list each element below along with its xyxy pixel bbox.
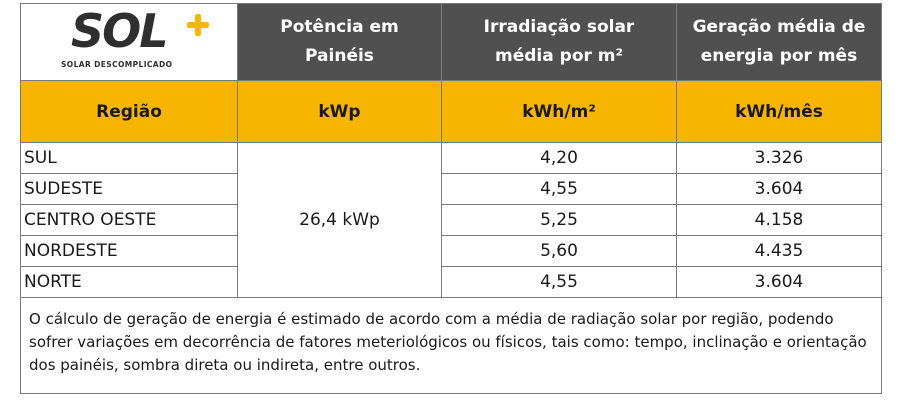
generation-cell: 4.158 [676,204,882,236]
region-cell: SUDESTE [20,173,238,205]
region-cell: CENTRO OESTE [20,204,238,236]
header-row: SOL SOLAR DESCOMPLICADO Potência em Pain… [20,3,882,81]
header-irradiation-line1: Irradiação solar [483,17,635,37]
header-generation-line1: Geração média de [692,17,866,37]
note-row: O cálculo de geração de energia é estima… [20,297,882,394]
irradiation-cell: 5,60 [441,235,677,267]
logo-wordmark: SOL [71,4,169,58]
irradiation-cell: 4,55 [441,173,677,205]
irradiation-cell: 4,55 [441,266,677,298]
generation-cell: 3.604 [676,266,882,298]
generation-cell: 4.435 [676,235,882,267]
generation-cell: 3.604 [676,173,882,205]
table-row: SUL 26,4 kWp 4,20 3.326 [20,142,882,298]
generation-cell: 3.326 [676,142,882,174]
solar-generation-table: SOL SOLAR DESCOMPLICADO Potência em Pain… [20,3,882,394]
disclaimer-note: O cálculo de geração de energia é estima… [29,310,867,374]
logo-cell: SOL SOLAR DESCOMPLICADO [20,3,238,81]
header-generation-line2: energia por mês [700,46,858,66]
note-cell: O cálculo de geração de energia é estima… [20,297,882,394]
units-row: Região kWp kWh/m² kWh/mês [20,80,882,143]
unit-irradiation: kWh/m² [441,80,677,143]
header-irradiation: Irradiação solar média por m² [441,3,677,81]
table-row: CENTRO OESTE 5,25 4.158 [20,204,882,236]
unit-power: kWp [237,80,442,143]
header-irradiation-line2: média por m² [495,46,623,66]
table-row: SUDESTE 4,55 3.604 [20,173,882,205]
header-generation: Geração média de energia por mês [676,3,882,81]
header-power-line2: Painéis [305,46,374,66]
power-cell: 26,4 kWp [237,142,442,298]
unit-region: Região [20,80,238,143]
region-cell: SUL [20,142,238,174]
table-row: NORTE 4,55 3.604 [20,266,882,298]
logo-tagline: SOLAR DESCOMPLICADO [61,60,173,69]
table-row: NORDESTE 5,60 4.435 [20,235,882,267]
region-cell: NORDESTE [20,235,238,267]
plus-icon [187,14,209,36]
region-cell: NORTE [20,266,238,298]
header-power: Potência em Painéis [237,3,442,81]
sol-logo: SOL SOLAR DESCOMPLICADO [51,4,211,76]
irradiation-cell: 5,25 [441,204,677,236]
header-power-line1: Potência em [280,17,399,37]
irradiation-cell: 4,20 [441,142,677,174]
unit-generation: kWh/mês [676,80,882,143]
